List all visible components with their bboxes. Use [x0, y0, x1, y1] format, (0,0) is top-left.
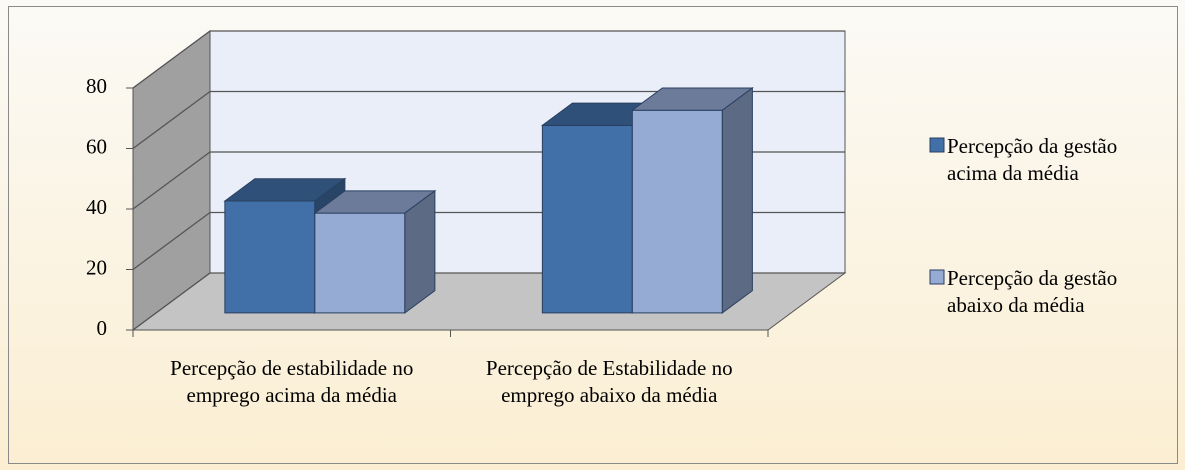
bar-side [404, 189, 436, 314]
x-tick-label: Percepção de estabilidade no emprego aci… [170, 356, 414, 407]
bar [541, 124, 633, 314]
grid-line [132, 30, 845, 89]
bar [224, 200, 316, 314]
chart-frame [8, 6, 1178, 464]
grid-line [132, 90, 845, 150]
bar [631, 109, 723, 314]
legend-label: Percepção da gestão abaixo da média [947, 266, 1118, 317]
legend-swatch [929, 269, 945, 285]
y-tick-label: 0 [97, 316, 108, 340]
legend-swatch [929, 137, 945, 153]
bar [314, 212, 406, 314]
bar-side [721, 87, 753, 314]
y-tick-label: 60 [86, 134, 107, 158]
legend-label: Percepção da gestão acima da média [947, 134, 1118, 185]
y-tick-label: 80 [86, 74, 107, 98]
y-tick-label: 40 [86, 195, 107, 219]
y-tick-label: 20 [86, 255, 107, 279]
x-tick-label: Percepção de Estabilidade no emprego aba… [485, 356, 733, 407]
